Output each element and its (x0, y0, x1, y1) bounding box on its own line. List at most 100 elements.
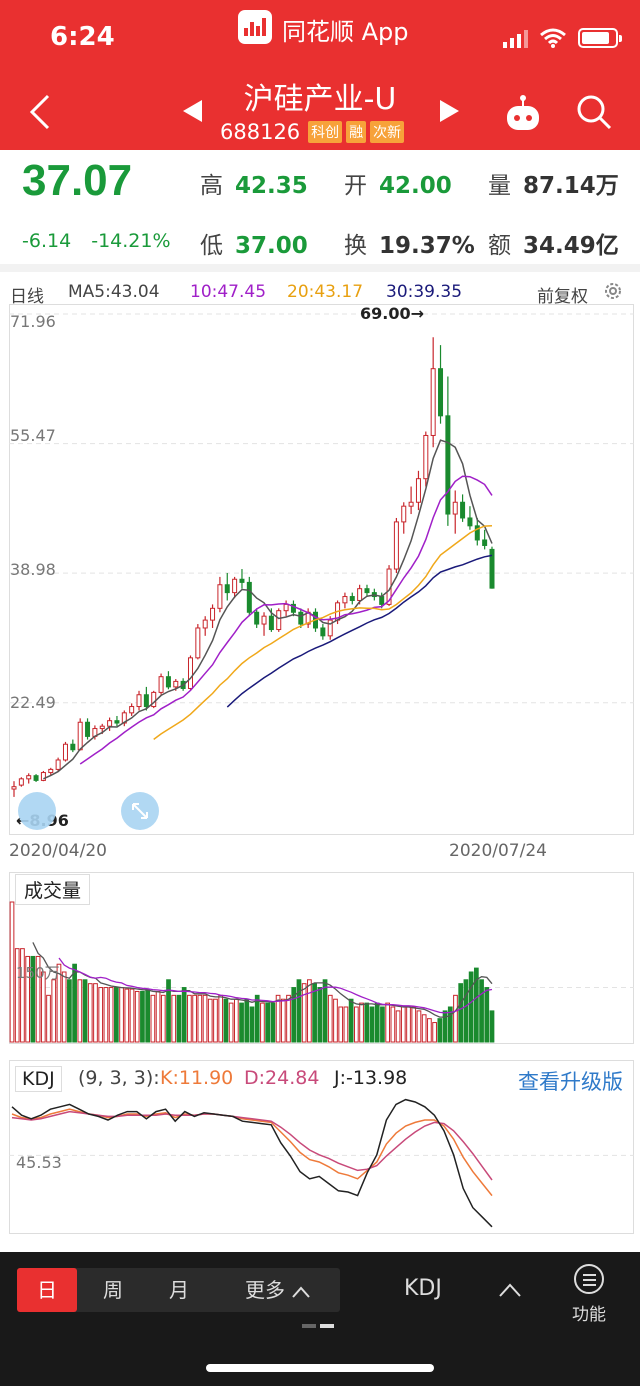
candle-body-2 (26, 775, 32, 780)
function-label[interactable]: 功能 (572, 1305, 606, 1325)
menu-icon[interactable] (574, 1264, 604, 1294)
candle-body-29 (224, 584, 230, 594)
volume-bar-8 (51, 979, 57, 1043)
candlestick-chart[interactable] (9, 304, 634, 835)
volume-bar-27 (150, 994, 156, 1043)
indicator-selector[interactable]: KDJ (404, 1276, 442, 1301)
volume-bar-74 (395, 1010, 401, 1043)
volume-bar-40 (218, 994, 224, 1043)
volume-bar-19 (108, 987, 114, 1043)
badge-star-market: 科创 (308, 121, 343, 143)
tab-month[interactable]: 月 (169, 1278, 189, 1302)
kdj-j-line (11, 1098, 493, 1228)
quote-volume: 量 87.14万 (488, 173, 619, 199)
volume-bar-64 (343, 1006, 349, 1043)
next-stock-button[interactable] (440, 100, 459, 122)
volume-bar-79 (421, 1014, 427, 1043)
volume-bar-86 (458, 983, 464, 1043)
volume-bar-57 (307, 979, 312, 1043)
kdj-d-value: D:24.84 (244, 1067, 320, 1089)
volume-bar-63 (338, 1006, 344, 1043)
volume-bar-65 (348, 998, 354, 1043)
volume-bar-84 (447, 1006, 453, 1043)
end-date: 2020/07/24 (449, 841, 547, 861)
ma10-value: 10:47.45 (190, 282, 267, 302)
volume-bar-85 (453, 994, 458, 1043)
volume-bar-5 (35, 955, 41, 1043)
volume-ma5-line (32, 942, 493, 1018)
tab-more[interactable]: 更多 (245, 1268, 335, 1312)
kdj-chart[interactable] (9, 1060, 634, 1234)
candle-body-35 (268, 615, 274, 631)
volume-bar-88 (468, 971, 474, 1043)
robot-assistant-icon[interactable] (503, 94, 543, 132)
volume-bar-0 (9, 901, 15, 1043)
expand-icon[interactable] (121, 792, 159, 830)
volume-bar-3 (25, 955, 31, 1043)
prev-stock-button[interactable] (183, 100, 202, 122)
price-change-pct: -14.21% (91, 230, 171, 252)
gear-icon[interactable] (602, 280, 624, 302)
candle-body-20 (158, 676, 164, 693)
volume-bar-91 (484, 987, 490, 1043)
volume-chart-canvas (9, 901, 634, 1043)
candle-body-55 (415, 478, 421, 503)
volume-bar-67 (359, 1002, 364, 1043)
candle-body-53 (401, 505, 407, 523)
volume-bar-55 (296, 979, 302, 1043)
candle-body-19 (151, 691, 157, 708)
candle-body-39 (298, 611, 304, 625)
home-indicator (206, 1364, 434, 1372)
tab-week[interactable]: 周 (103, 1278, 123, 1302)
candle-body-38 (290, 603, 296, 613)
candle-body-21 (165, 676, 171, 688)
volume-bar-49 (265, 1002, 271, 1043)
volume-bar-51 (275, 994, 281, 1043)
volume-bar-33 (181, 987, 187, 1043)
kdj-k-value: K:11.90 (160, 1067, 234, 1089)
volume-bar-56 (301, 983, 307, 1043)
kdj-params: (9, 3, 3): (78, 1067, 160, 1089)
volume-bar-53 (286, 994, 291, 1043)
volume-bar-48 (260, 1002, 265, 1043)
period-label[interactable]: 日线 (10, 287, 44, 307)
back-icon[interactable] (26, 92, 56, 132)
quote-high: 高 42.35 (200, 173, 308, 199)
volume-bar-50 (270, 1002, 276, 1043)
volume-bar-13 (77, 979, 83, 1043)
volume-bar-14 (82, 979, 88, 1043)
stock-code: 688126 (220, 120, 301, 144)
volume-bar-38 (207, 998, 213, 1043)
volume-chart[interactable] (9, 872, 634, 1044)
expand-arrows-icon (132, 803, 148, 819)
candle-body-9 (77, 721, 83, 751)
volume-bar-4 (30, 955, 36, 1043)
drag-handle-icon[interactable] (18, 792, 56, 830)
candle-body-28 (217, 584, 223, 609)
candle-body-16 (129, 706, 135, 714)
kdj-title[interactable]: KDJ (15, 1066, 62, 1092)
chevron-up-icon[interactable] (496, 1278, 524, 1302)
candle-body-65 (489, 548, 495, 589)
tab-day[interactable]: 日 (17, 1268, 77, 1312)
volume-bar-9 (56, 963, 62, 1043)
volume-bar-24 (134, 990, 140, 1043)
volume-bar-76 (406, 1006, 411, 1043)
candle-body-34 (261, 615, 267, 625)
adjust-mode[interactable]: 前复权 (537, 287, 588, 307)
search-icon[interactable] (574, 92, 614, 132)
volume-bar-52 (280, 998, 286, 1043)
volume-title[interactable]: 成交量 (15, 874, 91, 905)
candle-body-10 (85, 721, 91, 737)
volume-bar-25 (140, 990, 145, 1043)
volume-bar-72 (385, 1002, 391, 1043)
candle-body-12 (99, 725, 105, 730)
candle-body-47 (357, 588, 363, 601)
upgrade-link[interactable]: 查看升级版 (518, 1070, 623, 1094)
volume-bar-42 (228, 1002, 234, 1043)
candle-body-52 (393, 521, 399, 570)
start-date: 2020/04/20 (9, 841, 107, 861)
volume-bar-37 (202, 994, 208, 1043)
candle-body-27 (210, 607, 216, 621)
volume-ma10-line (58, 957, 493, 1014)
